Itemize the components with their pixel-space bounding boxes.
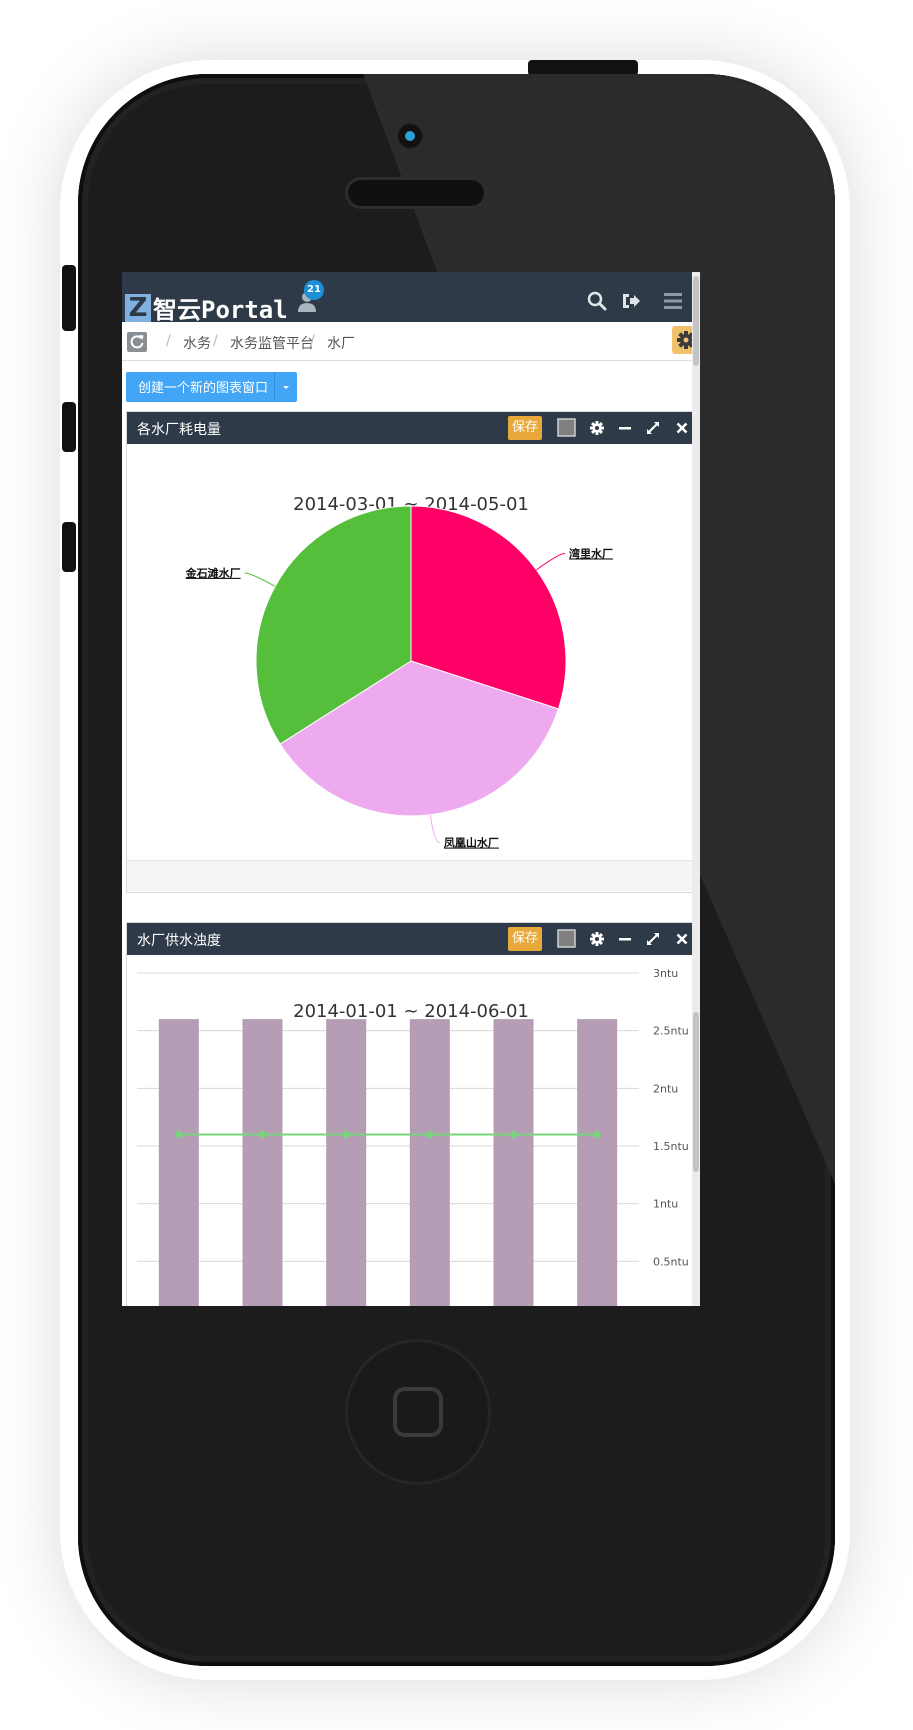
panel-footer [127,860,696,891]
save-button[interactable]: 保存 [508,416,542,440]
y-tick-label: 3ntu [653,967,678,980]
caret-down-icon [283,386,289,389]
breadcrumb-separator: / [166,333,171,349]
bar [326,1019,367,1306]
save-button[interactable]: 保存 [508,927,542,951]
color-swatch-icon[interactable] [557,418,577,438]
front-camera [398,124,422,148]
y-tick-label: 2ntu [653,1082,678,1095]
minimize-icon[interactable] [615,929,635,949]
app-screen: Z 智云Portal 21 / 水务 / [122,272,700,1306]
series-point [342,1130,350,1138]
pie-label: 湾里水厂 [569,546,613,560]
panel-title: 水厂供水浊度 [137,933,221,949]
series-point [259,1130,266,1138]
pie-connector [536,552,566,571]
gear-icon [677,331,695,349]
chart-title: 2014-03-01 ~ 2014-05-01 [293,494,529,515]
close-icon[interactable] [672,418,692,438]
y-tick-label: 1.5ntu [653,1140,689,1153]
series-point [175,1130,183,1138]
close-icon[interactable] [672,929,692,949]
panel-header: 水厂供水浊度 保存 [127,923,696,955]
pie-label: 金石滩水厂 [185,566,241,580]
y-tick-label: 0.5ntu [653,1255,689,1268]
panel-title: 各水厂耗电量 [137,422,221,438]
breadcrumb-item[interactable]: 水务监管平台 [230,336,314,352]
scrollbar-thumb[interactable] [693,1012,699,1172]
bar [493,1019,534,1306]
minimize-icon[interactable] [615,418,635,438]
series-point [510,1130,517,1138]
create-chart-dropdown[interactable] [274,372,297,402]
bar [242,1019,283,1306]
home-button[interactable] [348,1342,488,1482]
phone-side-button [62,522,76,572]
breadcrumb-item[interactable]: 水务 [183,336,211,352]
earpiece-speaker [348,180,484,206]
bar [577,1019,618,1306]
logo-mark: Z [125,293,151,322]
bar [158,1019,199,1306]
panel-header: 各水厂耗电量 保存 [127,412,696,444]
search-icon[interactable] [586,290,608,312]
refresh-icon [130,335,144,349]
logout-icon[interactable] [620,290,642,312]
scrollbar-track[interactable] [692,272,700,1306]
gear-icon[interactable] [587,929,607,949]
notification-badge: 21 [304,280,324,300]
chart-title: 2014-01-01 ~ 2014-06-01 [293,1001,529,1022]
phone-side-button [62,402,76,452]
menu-icon[interactable] [662,290,684,312]
scrollbar-thumb[interactable] [693,276,699,366]
y-tick-label: 1ntu [653,1198,678,1211]
expand-icon[interactable] [643,418,663,438]
chart-panel: 水厂供水浊度 保存 [126,922,697,1306]
pie-connector [429,814,441,844]
color-swatch-icon[interactable] [557,929,577,949]
pie-connector [244,572,276,587]
breadcrumb-separator: / [213,333,218,349]
refresh-button[interactable] [127,332,147,352]
create-chart-label: 创建一个新的图表窗口 [138,381,269,396]
phone-side-button [528,60,638,76]
pie-label: 凤凰山水厂 [444,836,499,850]
bar [409,1019,450,1306]
home-square-icon [393,1387,443,1437]
top-navbar: Z 智云Portal 21 [122,272,700,325]
gear-icon[interactable] [587,418,607,438]
logo-text: 智云Portal [153,296,288,324]
pie-slice [410,505,567,710]
chart-panel: 各水厂耗电量 保存 [126,411,697,893]
create-chart-button[interactable]: 创建一个新的图表窗口 [126,372,297,402]
bar-chart: 0ntu0.5ntu1ntu1.5ntu2ntu2.5ntu3ntu2014-0… [137,967,689,1306]
breadcrumb-separator: / [310,333,315,349]
breadcrumb-item-current: 水厂 [327,336,355,352]
series-point [426,1130,434,1138]
y-tick-label: 2.5ntu [653,1025,689,1038]
app-logo[interactable]: Z 智云Portal [125,290,288,325]
breadcrumb: / 水务 / 水务监管平台 / 水厂 [122,322,700,361]
expand-icon[interactable] [643,929,663,949]
series-point [593,1130,601,1138]
phone-side-button [62,265,76,331]
